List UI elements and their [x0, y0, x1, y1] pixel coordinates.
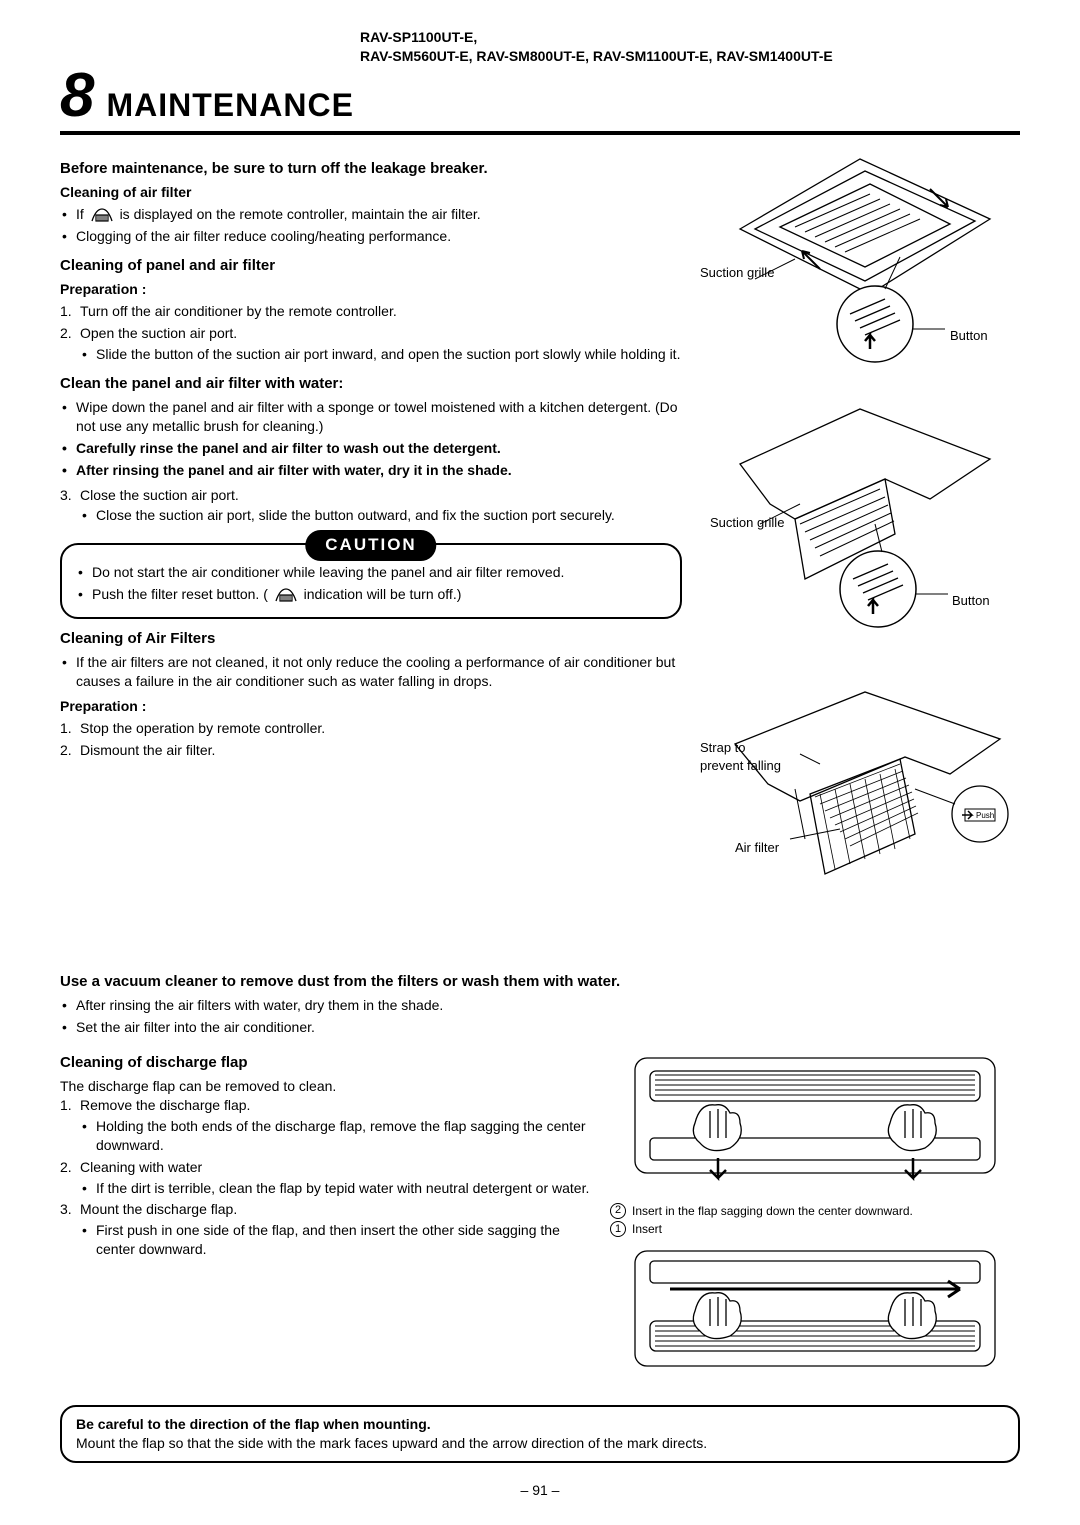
step-open-suction: Open the suction air port. Slide the but… — [60, 324, 682, 364]
step-remove-flap: Remove the discharge flap. Holding the b… — [60, 1096, 592, 1155]
caution-box: CAUTION Do not start the air conditioner… — [60, 543, 682, 619]
substep-holding-ends: Holding the both ends of the discharge f… — [80, 1117, 592, 1155]
callout-text-2: Insert in the flap sagging down the cent… — [632, 1203, 913, 1219]
heading-vacuum-cleaner: Use a vacuum cleaner to remove dust from… — [60, 972, 1020, 992]
substep-slide-outward: Close the suction air port, slide the bu… — [80, 506, 682, 525]
label-suction-grille-1: Suction grille — [700, 264, 1020, 282]
substep-tepid-water: If the dirt is terrible, clean the flap … — [80, 1179, 592, 1198]
heading-cleaning-panel: Cleaning of panel and air filter — [60, 256, 682, 276]
label-suction-grille-2: Suction grille — [710, 514, 1030, 532]
step-stop-operation: Stop the operation by remote controller. — [60, 719, 682, 738]
subheading-preparation-2: Preparation : — [60, 697, 682, 716]
label-button-1: Button — [950, 327, 1080, 345]
caution-label: CAUTION — [305, 530, 436, 561]
heading-cleaning-air-filters: Cleaning of Air Filters — [60, 629, 682, 649]
bullet-filter-icon-display: If is displayed on the remote controller… — [60, 205, 682, 224]
label-button-2: Button — [952, 592, 1080, 610]
subheading-cleaning-air-filter: Cleaning of air filter — [60, 183, 682, 202]
diagram-air-filter: Push Strap to prevent falling Air filter — [700, 689, 1020, 952]
callout-num-2: 2 — [610, 1203, 626, 1219]
step-cleaning-water: Cleaning with water If the dirt is terri… — [60, 1158, 592, 1198]
chapter-title: MAINTENANCE — [106, 84, 353, 127]
bullet-set-filter: Set the air filter into the air conditio… — [60, 1018, 1020, 1037]
diagram-suction-grille-1: Suction grille Button — [700, 149, 1020, 414]
chapter-heading: 8 MAINTENANCE — [60, 70, 1020, 135]
note-heading: Be careful to the direction of the flap … — [76, 1415, 1004, 1434]
bullet-dry-shade: After rinsing the panel and air filter w… — [60, 461, 682, 480]
note-text: Mount the flap so that the side with the… — [76, 1434, 1004, 1453]
text-flap-intro: The discharge flap can be removed to cle… — [60, 1077, 592, 1096]
heading-discharge-flap: Cleaning of discharge flap — [60, 1053, 592, 1073]
label-strap: Strap to prevent falling — [700, 739, 790, 774]
page-number: – 91 – — [60, 1481, 1020, 1500]
bullet-wipe-sponge: Wipe down the panel and air filter with … — [60, 398, 682, 436]
label-air-filter: Air filter — [735, 839, 1055, 857]
subheading-preparation-1: Preparation : — [60, 280, 682, 299]
step-mount-flap: Mount the discharge flap. First push in … — [60, 1200, 592, 1259]
model-line-2: RAV-SM560UT-E, RAV-SM800UT-E, RAV-SM1100… — [360, 47, 1020, 66]
chapter-number: 8 — [60, 70, 94, 123]
bullet-filters-not-cleaned: If the air filters are not cleaned, it n… — [60, 653, 682, 691]
bullet-dry-in-shade: After rinsing the air filters with water… — [60, 996, 1020, 1015]
substep-push-one-side: First push in one side of the flap, and … — [80, 1221, 592, 1259]
diagram-flap-insert — [610, 1241, 1020, 1381]
bullet-rinse: Carefully rinse the panel and air filter… — [60, 439, 682, 458]
step-turn-off: Turn off the air conditioner by the remo… — [60, 302, 682, 321]
diagram-flap-remove — [610, 1043, 1020, 1193]
step-close-suction: Close the suction air port. Close the su… — [60, 486, 682, 526]
step-dismount-filter: Dismount the air filter. — [60, 741, 682, 760]
heading-before-maintenance: Before maintenance, be sure to turn off … — [60, 159, 682, 179]
caution-bullet-1: Do not start the air conditioner while l… — [76, 563, 666, 582]
callout-num-1: 1 — [610, 1221, 626, 1237]
bullet-clogging: Clogging of the air filter reduce coolin… — [60, 227, 682, 246]
filter-icon — [90, 207, 114, 223]
callout-text-1: Insert — [632, 1221, 662, 1237]
model-line-1: RAV-SP1100UT-E, — [360, 28, 1020, 47]
note-box-flap-direction: Be careful to the direction of the flap … — [60, 1405, 1020, 1463]
substep-slide-button: Slide the button of the suction air port… — [80, 345, 682, 364]
label-push: Push — [976, 811, 994, 820]
heading-clean-with-water: Clean the panel and air filter with wate… — [60, 374, 682, 394]
diagram-suction-grille-2: Suction grille Button — [700, 404, 1020, 669]
caution-bullet-2: Push the filter reset button. ( indicati… — [76, 585, 666, 604]
filter-icon — [274, 587, 298, 603]
